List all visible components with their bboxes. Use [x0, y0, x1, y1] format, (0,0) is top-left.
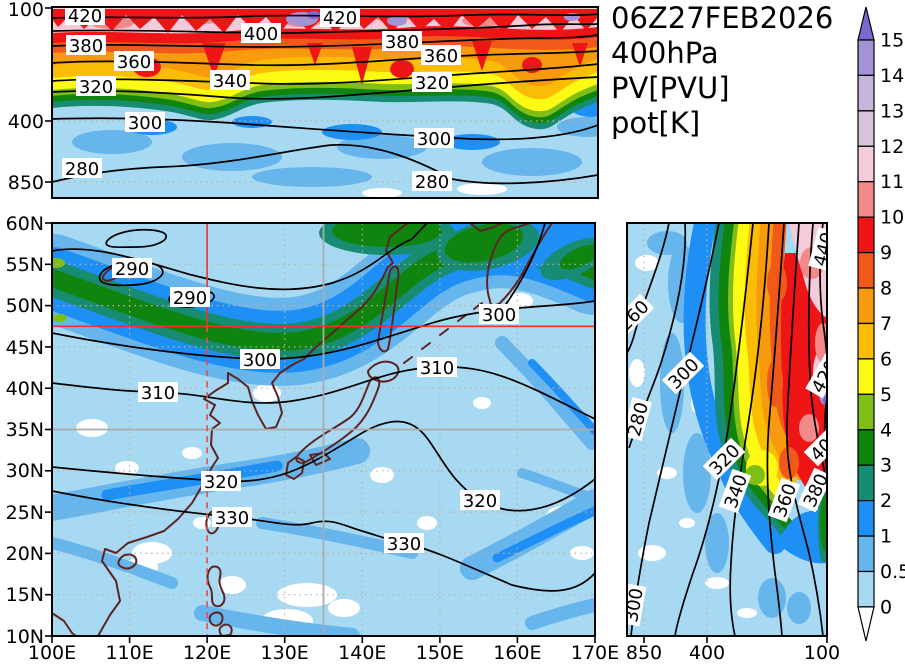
colorbar-tick-labels: 15 14 13 12 11 10 9 8 7 6 5 4 3 2 1 0.5 …	[880, 30, 905, 619]
cross-section-top-panel: 420 400 380 360 340 320 300 280 420 380 …	[45, 6, 599, 199]
contour-label: 380	[385, 32, 419, 53]
contour-label: 300	[128, 113, 162, 134]
colorbar-tick: 0	[880, 596, 892, 618]
axis-tick-label: 110E	[105, 642, 153, 662]
colorbar-tick: 14	[880, 65, 904, 87]
top-panel-shading: 420 400 380 360 340 320 300 280 420 380 …	[52, 6, 598, 198]
axis-tick-label: 850	[626, 642, 662, 662]
axis-tick-label: 170E	[571, 642, 619, 662]
contour-label: 420	[323, 8, 357, 29]
axis-tick-label: 60N	[6, 213, 44, 235]
colorbar-tick: 3	[880, 455, 892, 477]
contour-label: 300	[417, 129, 451, 150]
contour-label: 360	[424, 46, 458, 67]
contour-label: 300	[482, 305, 516, 326]
axis-tick-label: 40N	[6, 378, 44, 400]
axis-tick-label: 15N	[6, 584, 44, 606]
axis-tick-label: 140E	[338, 642, 386, 662]
contour-label: 420	[68, 6, 102, 27]
contour-label: 360	[117, 52, 151, 73]
lat-height-panel: 440 420 400 380 360 340 320 300 280 260 …	[621, 222, 828, 643]
contour-label: 280	[415, 172, 449, 193]
colorbar-over-arrow	[857, 6, 875, 41]
colorbar-tick: 7	[880, 313, 892, 335]
contour-label: 320	[204, 472, 238, 493]
colorbar-tick: 0.5	[880, 561, 905, 583]
axis-tick-label: 150E	[416, 642, 464, 662]
contour-label: 300	[243, 350, 277, 371]
axis-tick-label: 100	[804, 642, 840, 662]
map-x-labels: 100E 110E 120E 130E 140E 150E 160E 170E	[28, 642, 619, 664]
colorbar-tick: 4	[880, 419, 892, 441]
contour-label: 310	[420, 358, 454, 379]
contour-label: 320	[463, 491, 497, 512]
colorbar-tick: 15	[880, 30, 904, 52]
contour-label: 330	[387, 534, 421, 555]
contour-label: 290	[173, 288, 207, 309]
colorbar-tick: 6	[880, 348, 892, 370]
coastlines	[52, 223, 553, 636]
axis-tick-label: 25N	[6, 502, 44, 524]
axis-tick-label: 35N	[6, 419, 44, 441]
contour-label: 300	[621, 587, 648, 624]
axis-tick-label: 100E	[28, 642, 76, 662]
top-panel-y-labels: 100 400 850	[8, 0, 44, 194]
contour-label: 280	[65, 159, 99, 180]
colorbar-bands	[857, 39, 875, 608]
axis-tick-label: 20N	[6, 543, 44, 565]
contour-label: 380	[69, 36, 103, 57]
colorbar-tick: 13	[880, 100, 904, 122]
contour-label: 320	[79, 77, 113, 98]
title-contour-field: pot[K]	[611, 106, 700, 140]
title-datetime: 06Z27FEB2026	[611, 1, 833, 35]
top-panel-border	[51, 6, 599, 199]
axis-tick-label: 850	[8, 172, 44, 194]
right-panel-contour-labels: 440 420 400 380 360 340 320 300 280 260 …	[621, 227, 827, 627]
map-y-labels: 60N 55N 50N 45N 40N 35N 30N 25N 20N 15N …	[6, 213, 44, 648]
axis-tick-label: 55N	[6, 254, 44, 276]
title-level: 400hPa	[611, 36, 719, 70]
axis-tick-label: 120E	[183, 642, 231, 662]
axis-tick-label: 10N	[6, 626, 44, 648]
title-block: 06Z27FEB2026 400hPa PV[PVU] pot[K]	[611, 1, 833, 140]
title-shaded-field: PV[PVU]	[611, 71, 730, 105]
right-panel-ticks	[643, 636, 828, 643]
colorbar-tick: 5	[880, 384, 892, 406]
contour-label: 290	[115, 259, 149, 280]
contour-label: 330	[215, 508, 249, 529]
colorbar-tick: 10	[880, 207, 904, 229]
axis-tick-label: 400	[689, 642, 725, 662]
right-panel-x-labels: 850 400 100	[626, 642, 840, 664]
map-contour-labels: 290 290 300 300 310 310 320 320 330 330	[112, 258, 519, 555]
contour-label: 310	[141, 383, 175, 404]
contour-label: 340	[213, 71, 247, 92]
axis-tick-label: 160E	[493, 642, 541, 662]
map-panel: 290 290 300 300 310 310 320 320 330 330	[45, 222, 596, 643]
map-ticks	[45, 222, 596, 643]
axis-tick-label: 100	[8, 0, 44, 21]
colorbar-under-arrow	[857, 606, 875, 642]
top-panel-contour-labels: 420 400 380 360 340 320 300 280 420 380 …	[62, 6, 461, 193]
colorbar-tick: 9	[880, 242, 892, 264]
axis-tick-label: 50N	[6, 295, 44, 317]
colorbar-tick: 12	[880, 136, 904, 158]
lat-height-panel-border	[626, 222, 828, 637]
contour-label: 400	[244, 24, 278, 45]
axis-tick-label: 30N	[6, 460, 44, 482]
contour-label: 320	[415, 73, 449, 94]
colorbar-tick: 1	[880, 526, 892, 548]
axis-tick-label: 130E	[261, 642, 309, 662]
colorbar-tick: 2	[880, 490, 892, 512]
axis-tick-label: 400	[8, 111, 44, 133]
colorbar-tick: 8	[880, 278, 892, 300]
colorbar: 15 14 13 12 11 10 9 8 7 6 5 4 3 2 1 0.5 …	[857, 6, 905, 642]
map-high-pv-band	[52, 223, 595, 386]
axis-tick-label: 45N	[6, 337, 44, 359]
colorbar-tick: 11	[880, 171, 904, 193]
